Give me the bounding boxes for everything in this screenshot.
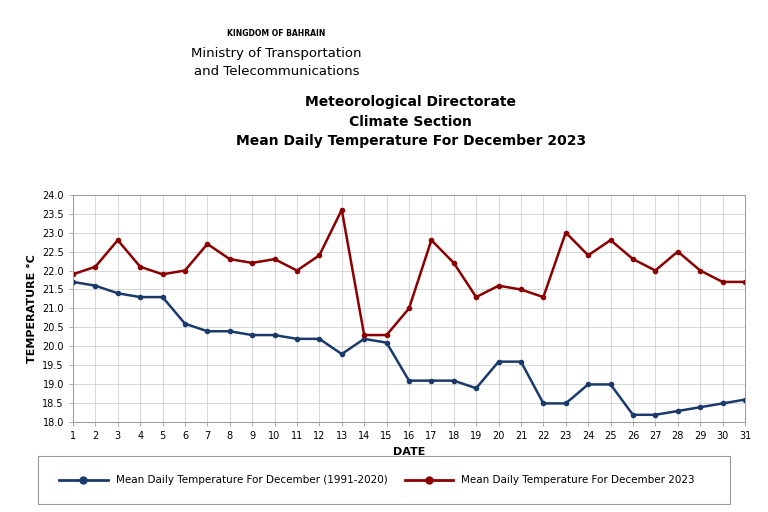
Text: Meteorological Directorate: Meteorological Directorate — [306, 95, 516, 110]
Text: Climate Section: Climate Section — [349, 115, 472, 129]
Text: and Telecommunications: and Telecommunications — [194, 65, 359, 78]
Text: Mean Daily Temperature For December 2023: Mean Daily Temperature For December 2023 — [462, 475, 695, 485]
X-axis label: DATE: DATE — [392, 447, 425, 457]
Y-axis label: TEMPERATURE °C: TEMPERATURE °C — [27, 254, 37, 363]
Text: Ministry of Transportation: Ministry of Transportation — [191, 47, 362, 60]
Text: KINGDOM OF BAHRAIN: KINGDOM OF BAHRAIN — [227, 29, 326, 38]
Text: Mean Daily Temperature For December (1991-2020): Mean Daily Temperature For December (199… — [116, 475, 388, 485]
Text: Mean Daily Temperature For December 2023: Mean Daily Temperature For December 2023 — [236, 134, 586, 148]
